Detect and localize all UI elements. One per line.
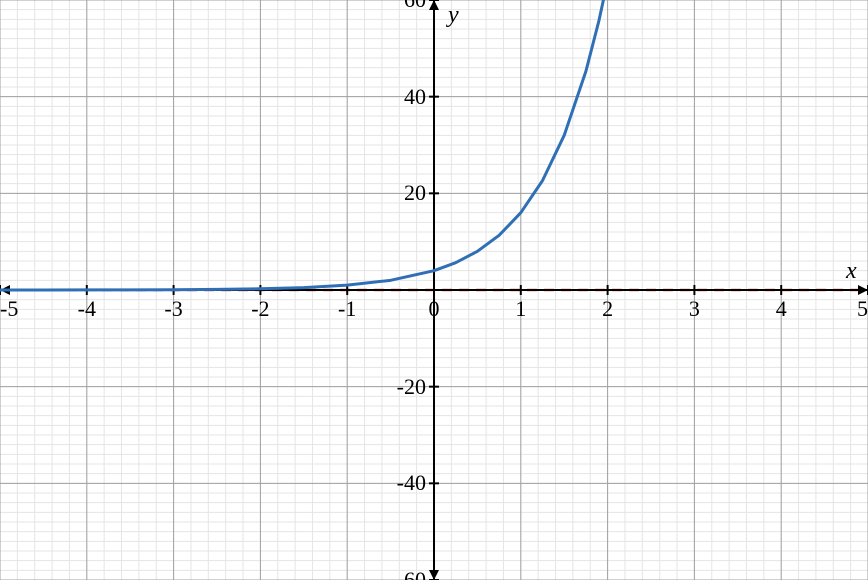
tick-label: 20 [404, 180, 426, 206]
tick-label: -5 [0, 296, 18, 322]
plot-svg [0, 0, 868, 580]
tick-label: -2 [251, 296, 269, 322]
tick-label: 5 [857, 296, 868, 322]
tick-label: -1 [338, 296, 356, 322]
tick-label: 4 [776, 296, 787, 322]
tick-label: -4 [78, 296, 96, 322]
tick-label: 40 [404, 84, 426, 110]
tick-label: 1 [515, 296, 526, 322]
y-axis-label: y [448, 2, 459, 29]
tick-label: -20 [397, 374, 426, 400]
tick-label: -3 [164, 296, 182, 322]
tick-label: 60 [404, 0, 426, 13]
exponential-chart: x y -5 -4 -3 -2 -1 0 1 2 3 4 5 -60 -40 -20 20 40 60 [0, 0, 868, 580]
x-axis-label: x [846, 258, 857, 285]
tick-label: 0 [429, 296, 440, 322]
tick-label: 3 [689, 296, 700, 322]
tick-label: -40 [397, 470, 426, 496]
tick-label: -60 [397, 567, 426, 580]
tick-label: 2 [602, 296, 613, 322]
